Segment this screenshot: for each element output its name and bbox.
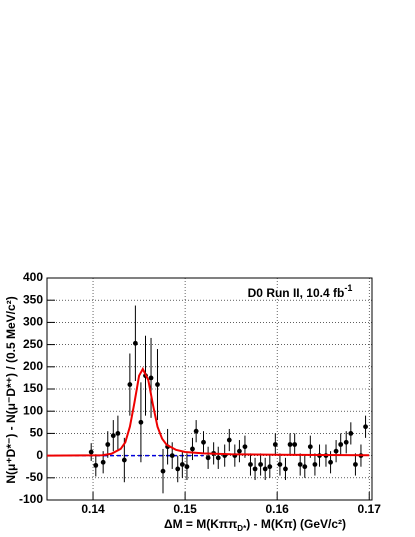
data-point (353, 462, 358, 467)
data-point (169, 453, 175, 458)
data-point (155, 382, 160, 387)
y-tick-label: 250 (23, 337, 43, 351)
data-point (348, 431, 354, 436)
data-point (338, 442, 344, 447)
y-tick-label: 100 (23, 403, 43, 417)
x-label-part: ΔM = M(Kππ (164, 517, 237, 531)
annotation-sup: -1 (344, 283, 352, 293)
data-point (148, 375, 154, 381)
data-point (115, 431, 121, 436)
x-axis-label: ΔM = M(KππD*) - M(Kπ) (GeV/c²) (164, 517, 346, 533)
line (46, 366, 370, 457)
y-tick-label: 150 (23, 381, 43, 395)
data-point (121, 457, 127, 463)
data-point (175, 466, 181, 472)
data-point (333, 448, 339, 454)
data-point (190, 446, 195, 452)
data-point (132, 340, 138, 346)
data-point (201, 439, 206, 445)
data-point (272, 442, 278, 447)
y-tick-label: -100 (19, 492, 43, 506)
data-point (138, 419, 144, 425)
y-tick-label: 200 (23, 359, 43, 373)
data-point (363, 424, 368, 430)
data-point (262, 466, 268, 472)
x-label-part: ) - M(Kπ) (GeV/c²) (246, 517, 346, 531)
data-point (110, 433, 116, 439)
y-tick-label: -50 (26, 470, 44, 484)
x-tick-label: 0.15 (173, 502, 197, 516)
data-point (226, 437, 232, 443)
data-point (307, 444, 313, 450)
data-point (127, 382, 133, 387)
x-label-sub: D* (237, 524, 247, 533)
x-tick-label: 0.17 (358, 502, 382, 516)
y-tick-label: 300 (23, 315, 43, 329)
data-point (88, 449, 94, 455)
y-axis-label: N(μ⁺D*⁻) - N(μ⁻D*⁺) / (0.5 MeV/c²) (4, 296, 18, 483)
data-point (277, 462, 283, 467)
y-tick-label: 0 (36, 448, 43, 462)
data-point (252, 466, 258, 472)
data-point (93, 462, 99, 468)
data-point (267, 464, 273, 470)
data-point (242, 444, 248, 450)
data-point (297, 462, 303, 467)
plot-frame (46, 277, 373, 501)
annotation: D0 Run II, 10.4 fb-1 (248, 283, 353, 300)
data-point (312, 462, 318, 467)
data-point (343, 439, 349, 445)
y-tick-label: 50 (30, 426, 44, 440)
data-point (328, 459, 333, 465)
y-tick-label: 400 (23, 270, 43, 284)
data-point (215, 455, 221, 461)
data-point (160, 468, 166, 474)
data-point (237, 448, 242, 454)
x-tick-label: 0.14 (81, 502, 105, 516)
data-point (292, 442, 298, 447)
data-point (193, 428, 199, 434)
data-point (205, 455, 211, 461)
data-point (248, 462, 253, 467)
data-point (287, 442, 293, 447)
x-tick-label: 0.16 (265, 502, 289, 516)
annotation-text: D0 Run II, 10.4 fb (248, 286, 345, 300)
data-point (302, 464, 308, 470)
data-point (283, 466, 288, 472)
y-tick-label: 350 (23, 292, 43, 306)
data-point (179, 462, 185, 467)
data-point (100, 459, 106, 465)
data-point (184, 464, 190, 470)
data-point (258, 462, 263, 467)
data-point (105, 442, 111, 447)
